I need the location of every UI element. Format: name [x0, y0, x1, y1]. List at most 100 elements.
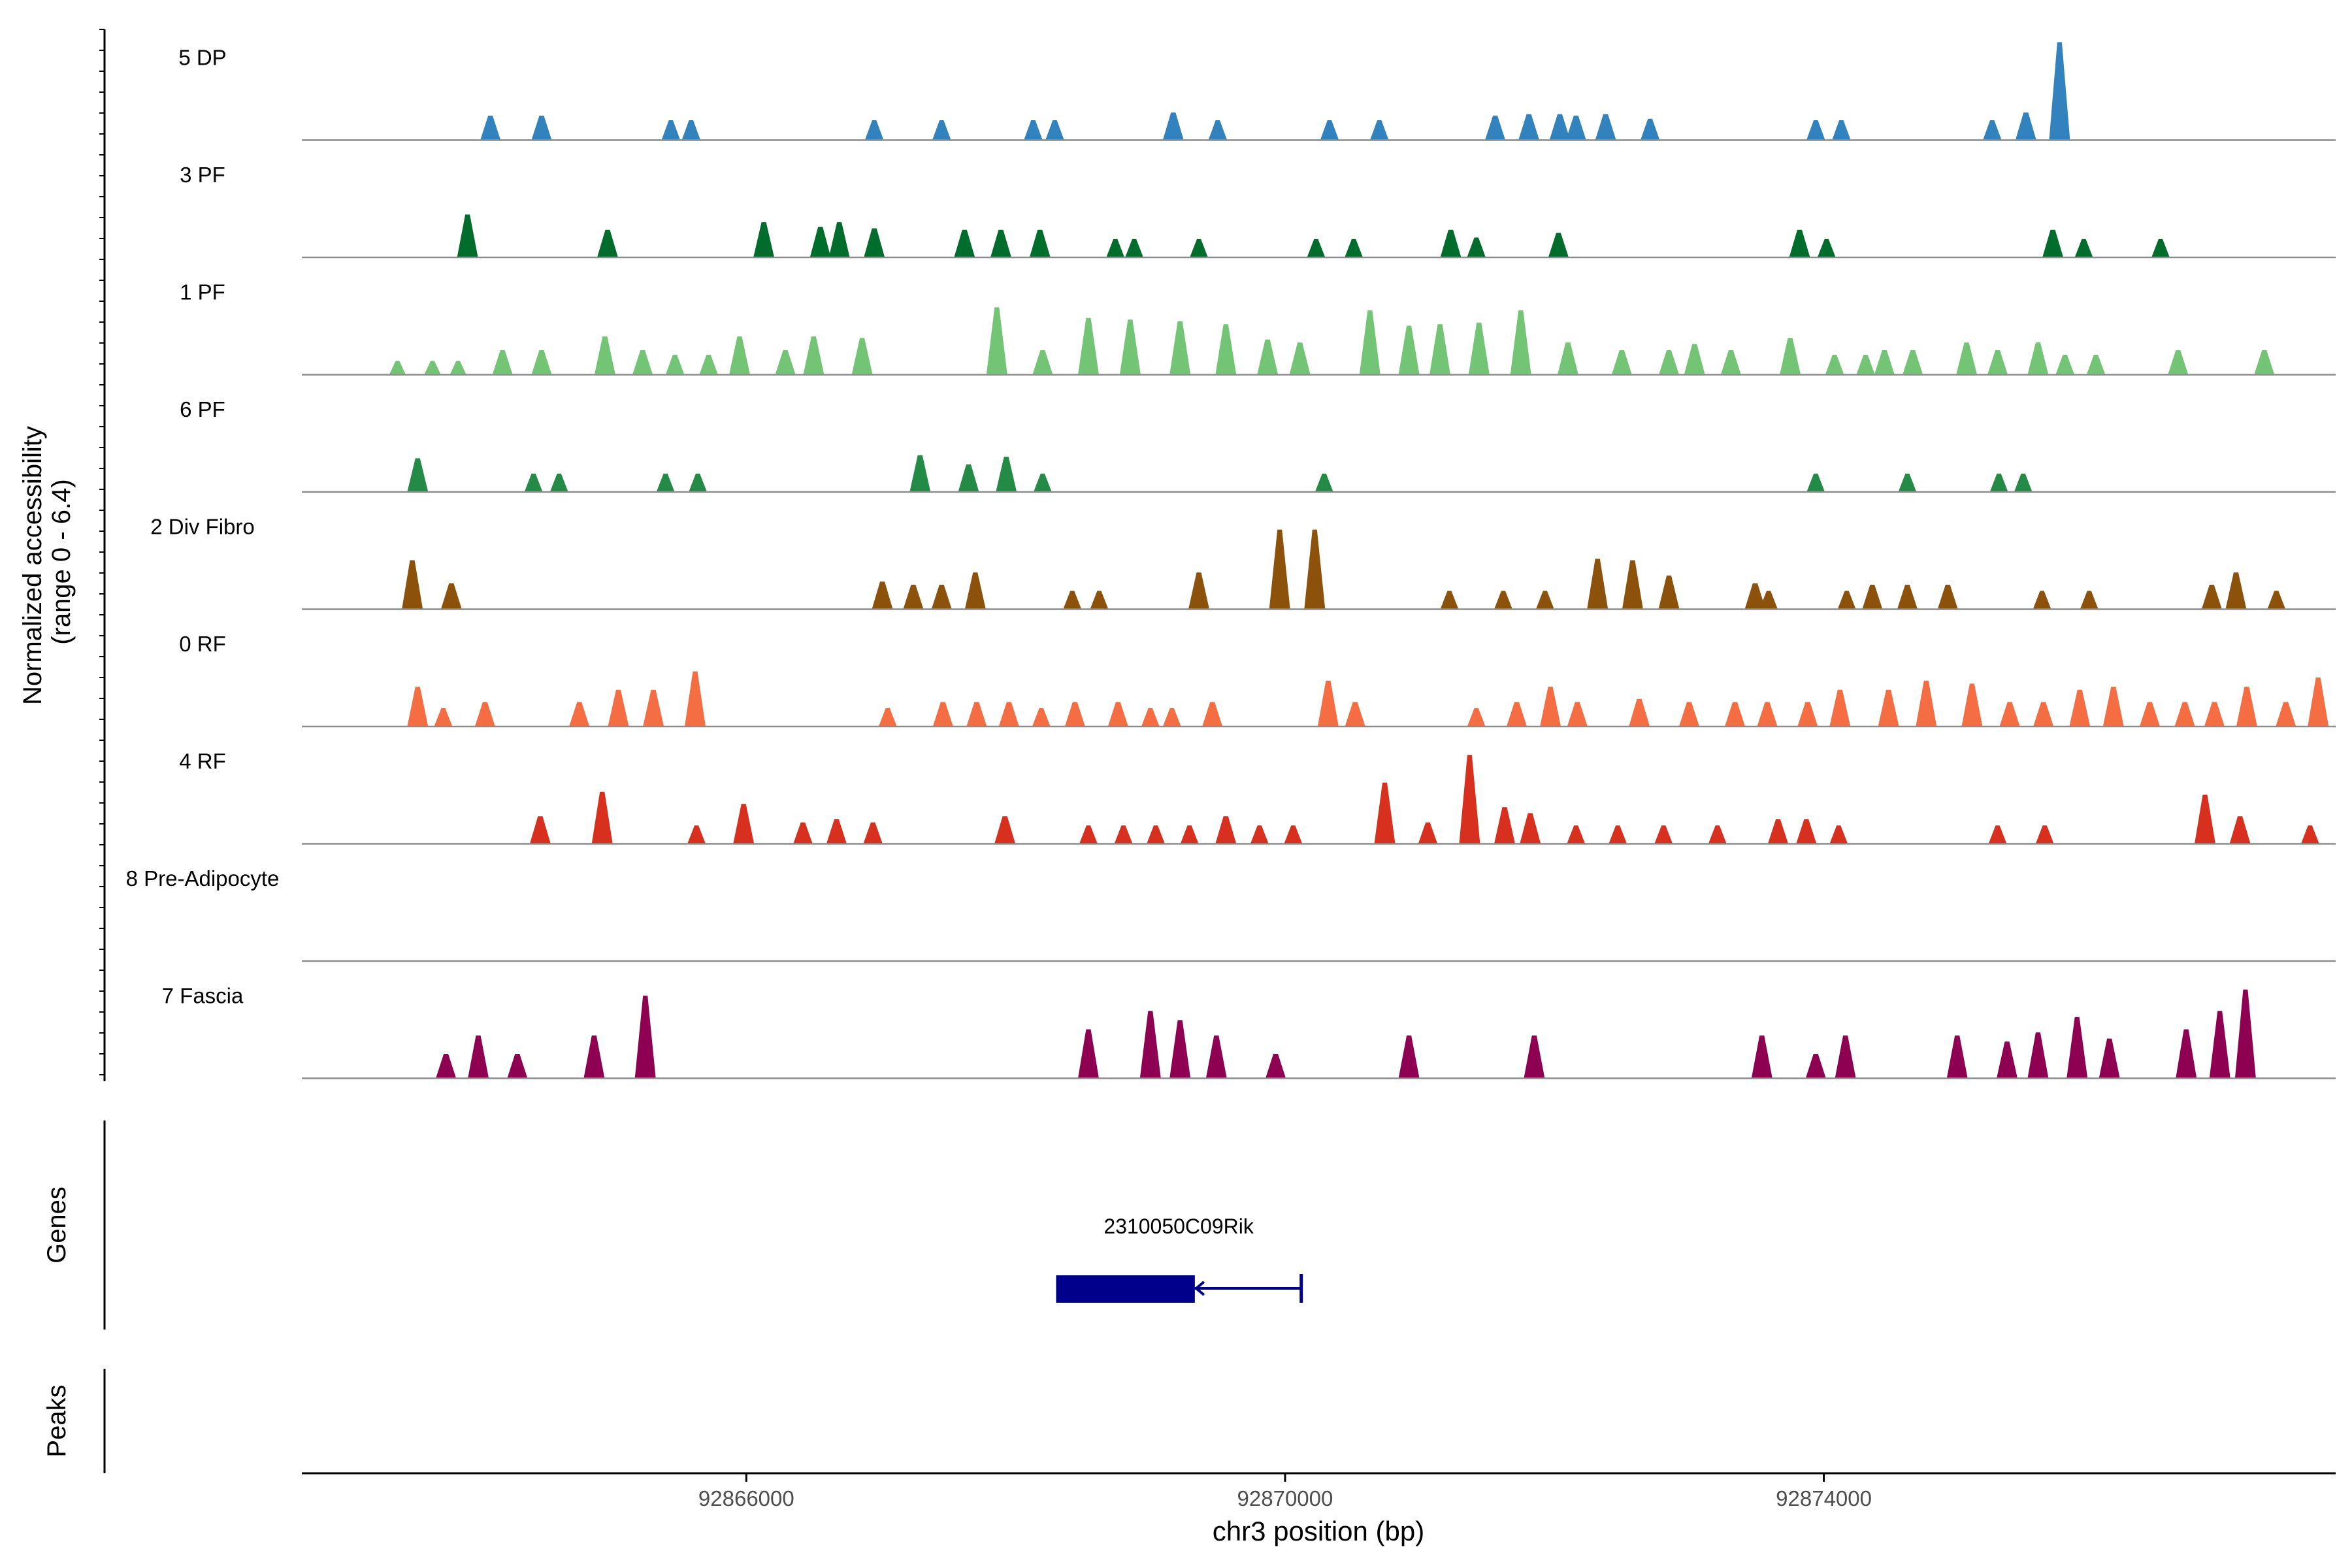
track-label: 3 PF: [180, 163, 225, 187]
coverage-peak: [2027, 342, 2049, 375]
coverage-peak: [1757, 702, 1778, 727]
coverage-peak: [958, 464, 979, 492]
coverage-peak: [1806, 120, 1825, 140]
coverage-peak: [1609, 825, 1627, 844]
coverage-peak: [1796, 819, 1817, 844]
coverage-peak: [2102, 687, 2124, 727]
gene-name-label: 2310050C09Rik: [1103, 1215, 1254, 1238]
coverage-peak: [1162, 112, 1184, 140]
coverage-peak: [2099, 1038, 2120, 1079]
coverage-peak: [1125, 238, 1143, 257]
coverage-peak: [1440, 591, 1459, 610]
coverage-peak: [903, 585, 924, 610]
coverage-peak: [2195, 794, 2215, 844]
coverage-peak: [775, 350, 796, 375]
coverage-peak: [1202, 702, 1223, 727]
track-8-pre-adipocyte: 8 Pre-Adipocyte: [126, 866, 2336, 962]
coverage-peak: [474, 702, 495, 727]
coverage-peak: [1064, 702, 1085, 727]
coverage-peak: [1997, 1041, 2017, 1079]
coverage-peak: [1440, 229, 1462, 257]
coverage-peak: [1032, 350, 1053, 375]
gene-strand-arrow: [1194, 1281, 1205, 1296]
coverage-peak: [990, 229, 1011, 257]
track-label: 4 RF: [179, 749, 226, 774]
coverage-peak: [1999, 702, 2020, 727]
coverage-peak: [389, 361, 406, 375]
coverage-peak: [1107, 702, 1128, 727]
coverage-peak: [1034, 473, 1052, 492]
coverage-peak: [1369, 120, 1389, 140]
coverage-peak: [864, 228, 885, 257]
coverage-peak: [436, 1054, 457, 1079]
track-3-pf: 3 PF: [180, 163, 2336, 259]
coverage-peak: [1987, 350, 2008, 375]
coverage-peak: [1398, 1035, 1420, 1079]
coverage-peak: [1029, 229, 1051, 257]
coverage-peak: [480, 116, 501, 140]
coverage-peak: [1114, 825, 1133, 844]
coverage-peak: [1141, 708, 1160, 727]
coverage-peak: [2027, 1032, 2049, 1079]
coverage-peak: [1215, 324, 1237, 375]
coverage-peak: [809, 227, 831, 257]
coverage-peak: [2080, 591, 2099, 610]
coverage-peak: [2276, 702, 2296, 727]
coverage-peak: [1147, 825, 1165, 844]
coverage-peak: [1903, 350, 1923, 375]
coverage-peak: [931, 585, 952, 610]
coverage-peak: [1078, 318, 1099, 375]
coverage-peak: [2176, 1029, 2197, 1079]
coverage-peak: [1315, 473, 1333, 492]
track-label: 6 PF: [180, 397, 225, 421]
x-axis-label: chr3 position (bp): [1213, 1516, 1425, 1546]
coverage-peak: [803, 336, 825, 375]
coverage-peak: [994, 816, 1016, 844]
y-axis-label-line2: (range 0 - 6.4): [47, 479, 76, 644]
coverage-peak: [402, 560, 423, 610]
coverage-peak: [689, 473, 707, 492]
coverage-peak: [2042, 229, 2064, 257]
x-axis: 92866000 92870000 92874000: [302, 1472, 2336, 1511]
coverage-peak: [1190, 238, 1208, 257]
coverage-peak: [2168, 350, 2189, 375]
track-6-pf: 6 PF: [180, 397, 2336, 493]
coverage-peak: [2139, 702, 2161, 727]
coverage-peak: [661, 120, 681, 140]
coverage-peak: [2069, 689, 2091, 727]
coverage-peak: [1567, 702, 1588, 727]
y-axis-label: Normalized accessibility (range 0 - 6.4): [18, 419, 76, 705]
coverage-peak: [1317, 680, 1339, 727]
coverage-peak: [1374, 782, 1396, 844]
coverage-peak: [1090, 591, 1109, 610]
coverage-tracks: 5 DP 3 PF 1 PF 6 PF 2 Div Fibro 0 RF 4 RF 8 Pre…: [126, 42, 2336, 1079]
track-label: 5 DP: [178, 46, 226, 70]
coverage-peak: [1654, 825, 1673, 844]
coverage-peak: [549, 473, 568, 492]
coverage-peak: [2204, 702, 2225, 727]
coverage-peak: [1162, 708, 1181, 727]
x-tick-label: 92870000: [1237, 1486, 1333, 1511]
coverage-peak: [1320, 120, 1339, 140]
coverage-peak: [1494, 591, 1512, 610]
track-label: 1 PF: [180, 280, 225, 304]
coverage-peak: [687, 825, 706, 844]
coverage-peak: [1587, 559, 1609, 610]
coverage-peak: [468, 1035, 489, 1079]
coverage-peak: [594, 336, 615, 375]
coverage-peak: [440, 583, 462, 610]
peaks-panel-label: Peaks: [42, 1384, 71, 1457]
coverage-peak: [1345, 238, 1363, 257]
coverage-peak: [1878, 689, 1899, 727]
coverage-peak: [1988, 825, 2007, 844]
coverage-peak: [529, 816, 551, 844]
coverage-peak: [407, 458, 429, 492]
coverage-peak: [1169, 1020, 1191, 1079]
coverage-peak: [1684, 344, 1705, 375]
coverage-peak: [1188, 572, 1209, 610]
coverage-peak: [1467, 708, 1486, 727]
coverage-peak: [828, 222, 850, 257]
coverage-peak: [1789, 229, 1810, 257]
coverage-peak: [2074, 238, 2093, 257]
